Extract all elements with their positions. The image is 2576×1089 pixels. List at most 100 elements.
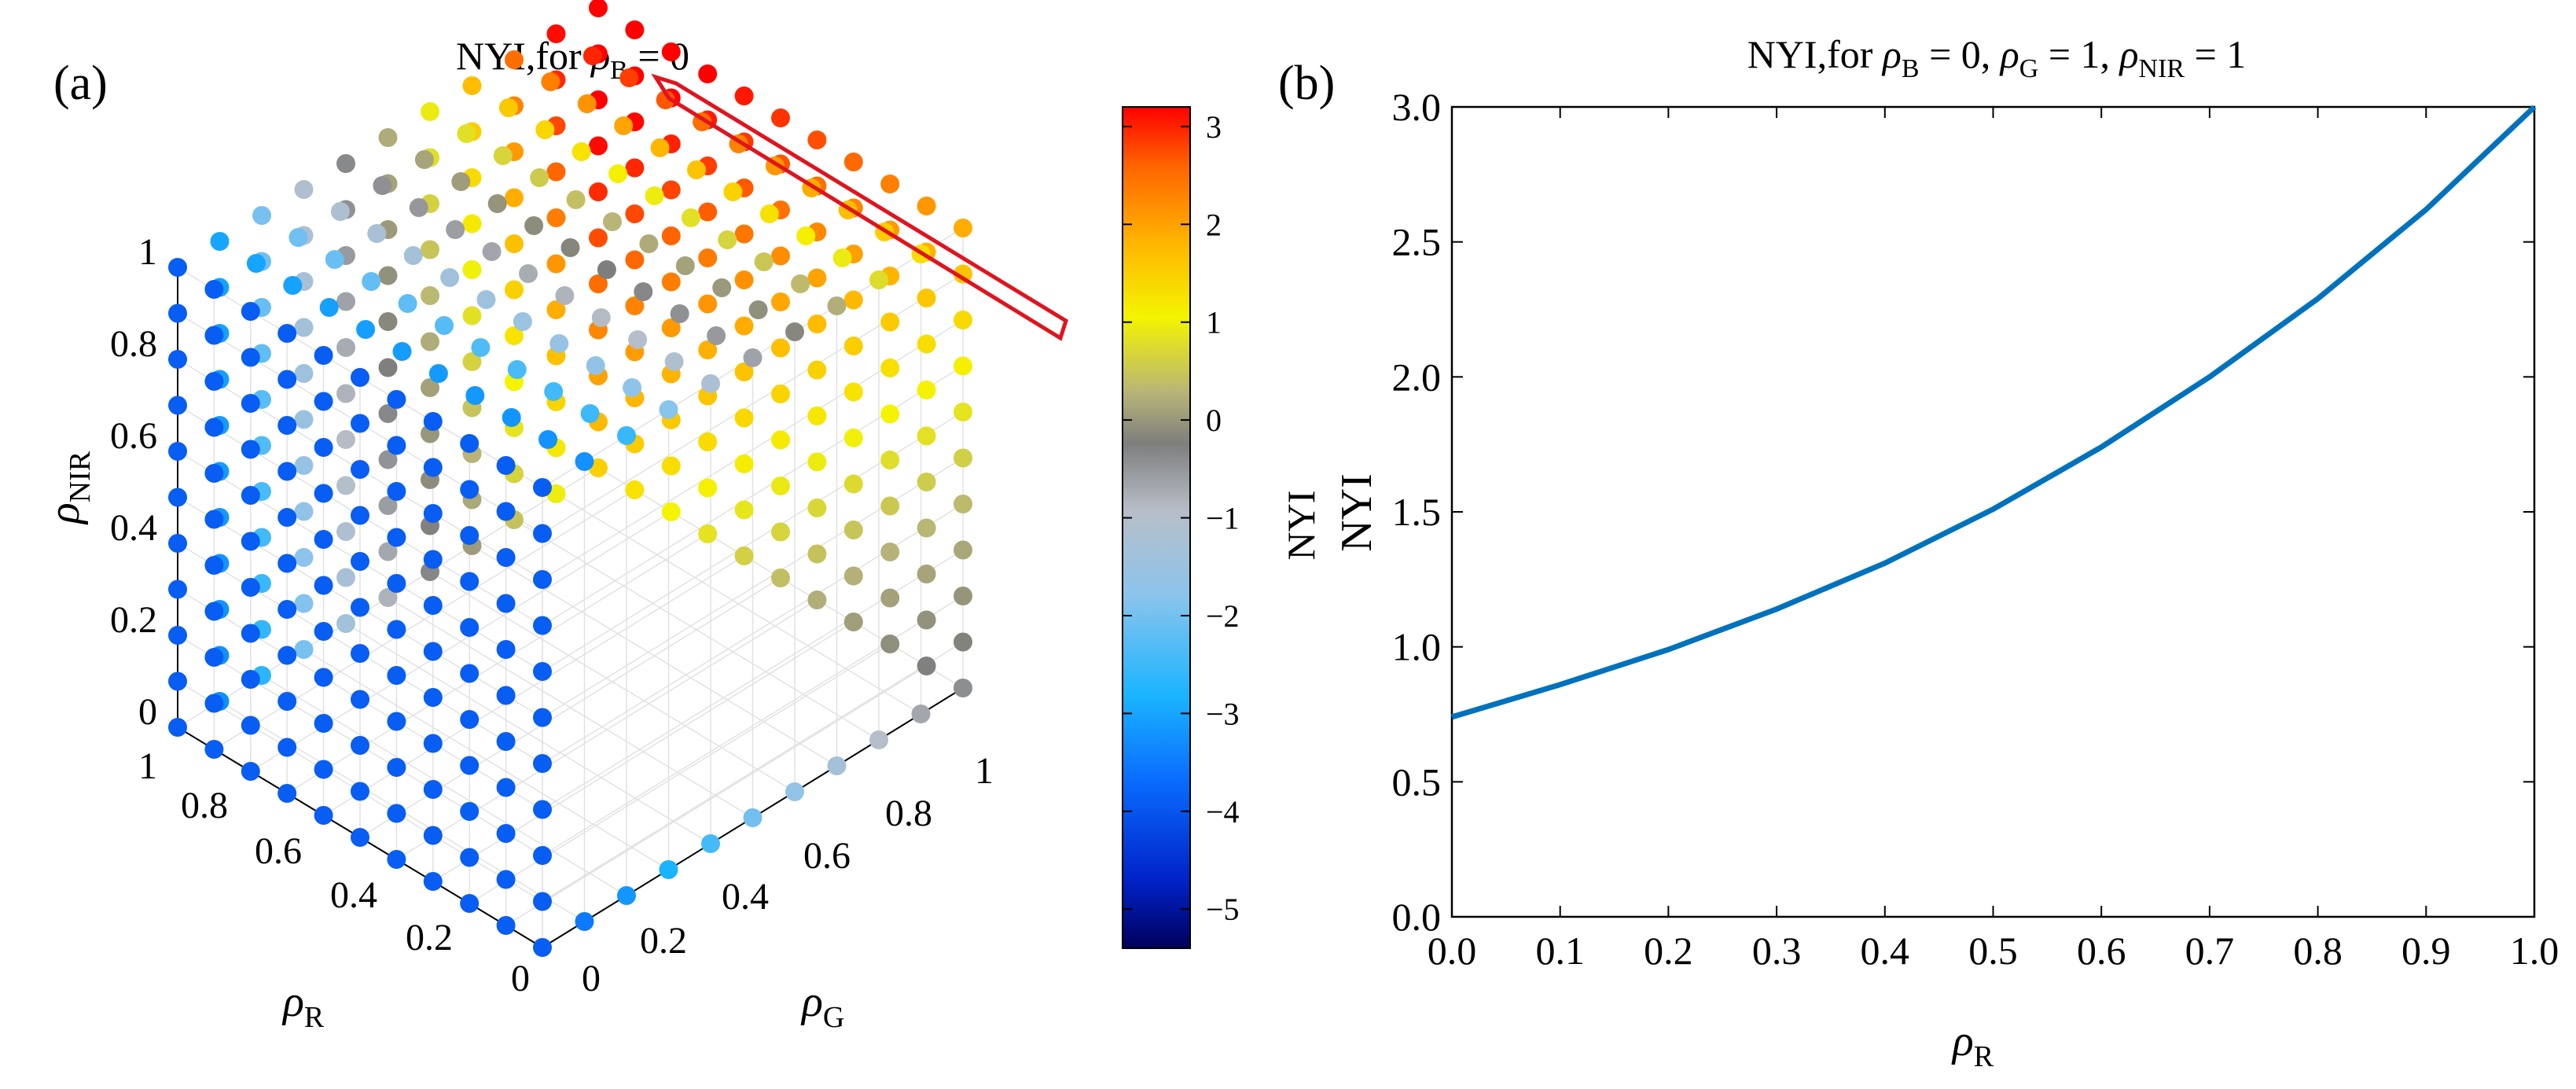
scatter-point — [743, 808, 763, 827]
scatter-point — [575, 912, 594, 931]
scatter-point — [843, 429, 863, 447]
b-x-axis-label: ρR — [1951, 1017, 1994, 1073]
g-tick-label: 0.6 — [803, 835, 851, 877]
x-tick-label: 0.1 — [1535, 929, 1585, 973]
scatter-point — [493, 146, 513, 165]
scatter-point — [498, 98, 518, 117]
scatter-point — [246, 254, 266, 273]
scatter-point — [560, 238, 580, 257]
scatter-point — [843, 290, 863, 310]
scatter-point — [880, 496, 900, 516]
scatter-point — [843, 474, 863, 494]
scatter-point — [277, 324, 297, 343]
scatter-point — [544, 382, 564, 401]
scatter-point — [575, 452, 594, 471]
scatter-point — [241, 348, 260, 367]
scatter-point — [505, 234, 524, 253]
scatter-point — [314, 530, 333, 549]
scatter-point — [204, 464, 224, 483]
panel-b-title-part: = 1 — [2185, 32, 2246, 76]
scatter-point — [533, 754, 552, 773]
scatter-point — [771, 430, 790, 450]
scatter-point — [843, 337, 863, 355]
scatter-point — [771, 384, 790, 403]
scatter-point — [954, 219, 972, 237]
scatter-point — [277, 416, 297, 435]
scatter-point — [917, 197, 936, 215]
scatter-point — [807, 131, 827, 149]
scatter-point — [336, 476, 355, 495]
scatter-point — [362, 272, 381, 291]
colorbar-tick-label: −3 — [1206, 696, 1240, 731]
scatter-point — [589, 228, 608, 248]
scatter-point — [351, 460, 369, 479]
scatter-point — [460, 572, 480, 591]
grid-line — [388, 597, 753, 819]
scatter-point — [589, 182, 608, 201]
scatter-point — [597, 260, 616, 279]
scatter-point — [698, 202, 718, 222]
scatter-point — [533, 478, 552, 497]
scatter-point — [294, 364, 314, 383]
scatter-point — [698, 64, 718, 83]
scatter-point — [241, 624, 260, 643]
scatter-point — [954, 448, 972, 468]
scatter-point — [917, 289, 936, 307]
colorbar-tick-label: 2 — [1206, 207, 1222, 242]
scatter-point — [505, 280, 524, 300]
scatter-point — [533, 938, 552, 957]
scatter-point — [378, 588, 398, 607]
scatter-point — [917, 473, 936, 491]
scatter-point — [423, 826, 443, 845]
x-tick-label: 0.0 — [1428, 929, 1477, 973]
x-tick-label: 0.4 — [1861, 929, 1910, 973]
scatter-point — [827, 296, 847, 315]
scatter-point — [577, 94, 597, 113]
y-tick-label: 3.0 — [1392, 85, 1442, 129]
r-tick-label: 1 — [138, 745, 157, 787]
scatter-point — [314, 760, 333, 779]
scatter-point — [378, 404, 398, 423]
scatter-point — [378, 128, 398, 147]
scatter-point — [571, 142, 591, 161]
scatter-point — [533, 800, 552, 819]
x-tick-label: 0.2 — [1644, 929, 1693, 973]
scatter-point — [546, 300, 566, 319]
scatter-point — [656, 90, 675, 109]
scatter-point — [496, 732, 516, 751]
x-tick-label: 1.0 — [2510, 929, 2559, 973]
scatter-point — [373, 176, 392, 195]
axis-ticks-b — [1451, 106, 2535, 918]
scatter-point — [496, 778, 516, 797]
scatter-point — [807, 499, 827, 517]
scatter-point — [351, 552, 369, 571]
scatter-point — [314, 346, 333, 365]
scatter-point — [423, 596, 443, 615]
scatter-point — [661, 226, 681, 245]
scatter-point — [502, 408, 521, 427]
r-tick-label: 0.4 — [330, 874, 377, 916]
scatter-point — [204, 694, 224, 713]
scatter-point — [608, 164, 628, 183]
scatter-point — [277, 646, 297, 665]
scatter-point — [319, 298, 339, 317]
scatter-point — [623, 378, 642, 397]
scatter-point — [378, 266, 398, 285]
scatter-point — [351, 644, 369, 663]
colorbar-tick-label: 0 — [1206, 403, 1222, 438]
scatter-point — [462, 260, 482, 279]
scatter-point — [880, 175, 900, 193]
scatter-point — [496, 456, 516, 475]
z-tick-label: 0.8 — [110, 323, 157, 365]
scatter-point — [496, 640, 516, 659]
scatter-point — [661, 42, 681, 61]
scatter-point — [277, 508, 297, 527]
scatter-point — [625, 20, 645, 39]
scatter-point — [505, 326, 524, 345]
scatter-point — [639, 234, 659, 253]
scatter-point — [589, 274, 608, 293]
scatter-point — [423, 504, 443, 523]
scatter-point — [513, 312, 532, 331]
scatter-point — [294, 594, 314, 613]
scatter-point — [698, 524, 718, 543]
